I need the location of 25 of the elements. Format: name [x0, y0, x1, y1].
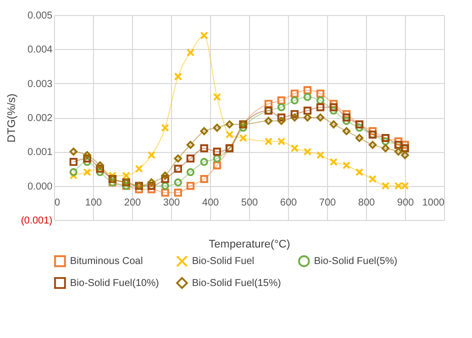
legend-label: Bio-Solid Fuel(15%)	[192, 278, 281, 289]
legend-label: Bio-Solid Fuel	[192, 256, 254, 268]
x-tick-label: 200	[124, 197, 142, 208]
x-tick-label: 0	[54, 197, 60, 208]
x-tick-label: 700	[319, 197, 336, 208]
x-tick-label: 400	[202, 197, 220, 208]
x-tick-label: 900	[397, 197, 414, 208]
y-axis-title: DTG(%/s)	[6, 94, 18, 142]
y-tick-label: (0.001)	[20, 216, 52, 226]
legend-label: Bio-Solid Fuel(5%)	[314, 256, 398, 268]
y-tick-label: 0.005	[27, 10, 53, 22]
legend-label: Bituminous Coal	[70, 256, 143, 268]
x-tick-label: 800	[358, 197, 376, 208]
x-tick-label: 500	[241, 197, 258, 208]
x-axis-title: Temperature(°C)	[208, 238, 290, 250]
y-tick-label: 0.003	[27, 78, 53, 90]
legend-label: Bio-Solid Fuel(10%)	[70, 278, 159, 289]
x-tick-label: 1000	[422, 197, 445, 208]
y-tick-label: 0.002	[27, 113, 53, 124]
y-tick-label: 0.004	[27, 44, 53, 56]
x-tick-label: 600	[280, 197, 298, 208]
x-tick-label: 300	[163, 197, 180, 208]
y-tick-label: 0.001	[27, 147, 53, 158]
x-tick-label: 100	[85, 197, 102, 208]
y-tick-label: 0.000	[27, 181, 53, 192]
